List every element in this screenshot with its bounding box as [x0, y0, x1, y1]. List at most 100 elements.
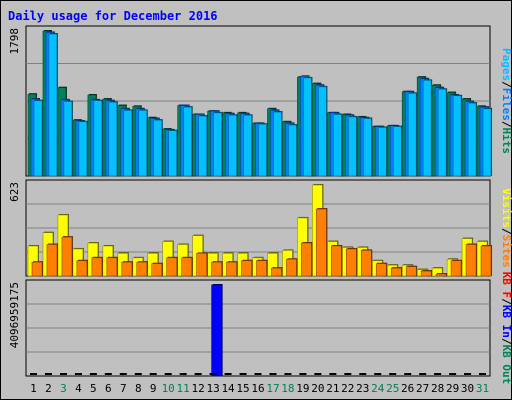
y-axis-max-label: 4096959175	[8, 282, 21, 348]
x-tick-label: 27	[416, 382, 429, 395]
bar-sites	[241, 260, 252, 277]
bar-pages	[362, 118, 372, 177]
bar-kb-out-zero	[419, 373, 427, 375]
bar-kb-out-zero	[179, 373, 187, 375]
bar-pages	[258, 123, 267, 177]
bar-pages	[273, 111, 282, 177]
bar-pages	[183, 106, 192, 177]
bar-pages	[33, 100, 43, 177]
bar-kb-out-zero	[344, 373, 352, 375]
bar-kb-out-zero	[434, 373, 442, 375]
bar-sites	[316, 208, 327, 277]
legend-entry: Visits	[500, 188, 512, 228]
bar-sites	[46, 244, 58, 277]
legend-entry: KB F	[500, 272, 512, 299]
bar-kb-out-zero	[449, 373, 457, 375]
bar-pages	[318, 86, 327, 177]
x-tick-label: 20	[311, 382, 324, 395]
bar-kb-out-zero	[374, 373, 382, 375]
bar-kb-out-zero	[44, 373, 52, 375]
bar-kb-out-zero	[269, 373, 277, 375]
x-tick-label: 18	[281, 382, 294, 395]
x-tick-label: 1	[30, 382, 37, 395]
x-tick-label: 11	[177, 382, 190, 395]
bar-kb-out-zero	[149, 373, 157, 375]
panel-legend: Visits/Sites	[500, 188, 512, 268]
x-tick-label: 23	[356, 382, 369, 395]
bar-sites	[346, 248, 357, 277]
bar-sites	[405, 266, 417, 277]
bar-kb-out-zero	[479, 373, 487, 375]
x-tick-label: 19	[296, 382, 309, 395]
bar-sites	[301, 242, 312, 277]
bar-sites	[256, 260, 267, 277]
x-tick-label: 4	[75, 382, 82, 395]
bar-kb-out-zero	[30, 373, 37, 375]
x-tick-label: 25	[386, 382, 399, 395]
bar-kb-out-zero	[134, 373, 142, 375]
bar-sites	[375, 263, 387, 277]
bar-pages	[348, 116, 357, 177]
bar-kb-out-zero	[74, 373, 82, 375]
bar-sites	[480, 245, 492, 277]
bar-pages	[333, 114, 342, 177]
bar-pages	[48, 33, 58, 177]
bar-pages	[422, 80, 432, 177]
legend-entry: Files	[500, 88, 512, 121]
bar-kb-in	[211, 284, 222, 377]
bar-kb-out-zero	[314, 373, 322, 375]
bar-sites	[196, 253, 207, 277]
bar-sites	[106, 257, 118, 277]
bar-sites	[121, 261, 133, 277]
bar-kb-out-zero	[164, 373, 172, 375]
bar-kb-out-zero	[224, 373, 232, 375]
bar-kb-out-zero	[89, 373, 97, 375]
bar-kb-out-zero	[284, 373, 292, 375]
bar-pages	[228, 114, 237, 177]
bar-pages	[213, 112, 222, 177]
x-tick-label: 24	[371, 382, 385, 395]
bar-pages	[392, 126, 402, 177]
legend-entry: Pages	[500, 48, 512, 81]
panel-2: 623 Visits/Sites	[8, 179, 512, 277]
panel-3: 4096959175 KB F/KB In/KB Out	[8, 272, 512, 385]
chart-title: Daily usage for December 2016	[8, 9, 218, 23]
bar-sites	[31, 261, 43, 277]
x-tick-label: 6	[105, 382, 112, 395]
bar-sites	[181, 257, 192, 277]
x-tick-label: 3	[60, 382, 67, 395]
legend-entry: /	[500, 338, 512, 345]
legend-entry: /	[500, 81, 512, 88]
bar-sites	[166, 257, 178, 277]
bar-kb-out-zero	[194, 373, 202, 375]
bar-sites	[435, 273, 447, 277]
x-tick-label: 28	[431, 382, 444, 395]
x-tick-label: 31	[476, 382, 489, 395]
bar-pages	[303, 77, 312, 177]
bar-pages	[153, 119, 163, 177]
bar-pages	[482, 108, 492, 177]
x-tick-label: 16	[251, 382, 264, 395]
x-tick-label: 30	[461, 382, 474, 395]
bar-sites	[360, 250, 372, 277]
bar-pages	[467, 102, 477, 177]
bar-sites	[390, 267, 402, 277]
bar-pages	[138, 110, 148, 177]
bar-pages	[198, 115, 207, 177]
bar-pages	[407, 93, 417, 177]
bar-kb-out-zero	[239, 373, 247, 375]
x-tick-label: 22	[341, 382, 354, 395]
panel-legend: KB F/KB In/KB Out	[500, 272, 512, 385]
bar-sites	[450, 260, 462, 277]
bar-kb-out-zero	[464, 373, 472, 375]
bar-kb-out-zero	[329, 373, 337, 375]
bar-sites	[226, 261, 237, 277]
x-tick-label: 10	[162, 382, 175, 395]
bar-kb-out-zero	[299, 373, 307, 375]
bar-sites	[151, 263, 163, 277]
bar-sites	[76, 260, 88, 277]
bar-sites	[465, 244, 477, 277]
bar-kb-out-zero	[209, 373, 217, 375]
legend-entry: KB In	[500, 305, 512, 338]
